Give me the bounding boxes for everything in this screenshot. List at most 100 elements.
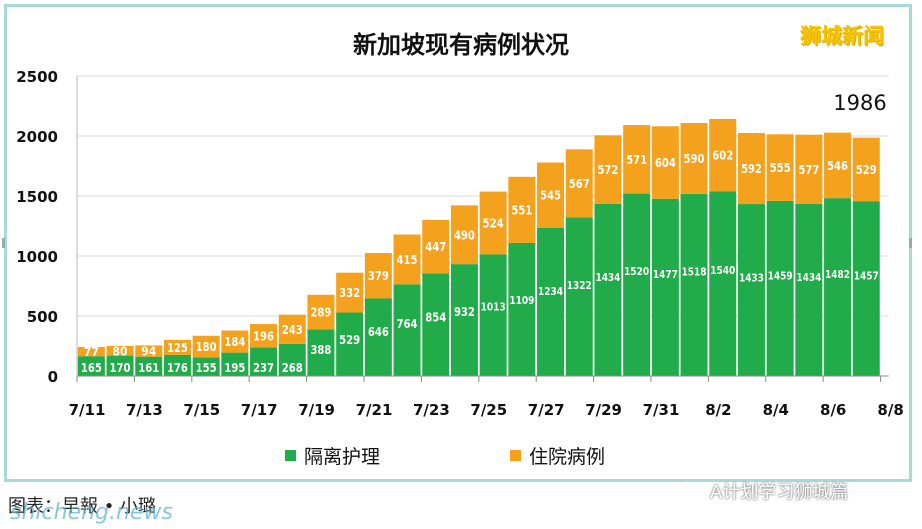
- bar-segment-isolation: [623, 193, 651, 376]
- bar-segment-hospitalised: [680, 123, 708, 194]
- y-tick-label: 1000: [16, 248, 58, 266]
- chart-title: 新加坡现有病例状况: [353, 31, 569, 59]
- bar-segment-hospitalised: [766, 134, 794, 201]
- bar-segment-hospitalised: [508, 176, 536, 243]
- x-tick-label: 7/21: [356, 401, 393, 419]
- data-label-isolation: 1433: [739, 271, 764, 284]
- bar-segment-isolation: [766, 200, 794, 376]
- data-label-hospitalised: 546: [827, 159, 848, 173]
- bar-segment-isolation: [737, 204, 765, 376]
- x-tick-label: 7/11: [69, 401, 106, 419]
- bar-segment-hospitalised: [450, 205, 478, 265]
- bar-segment-hospitalised: [278, 314, 306, 344]
- bar-segment-isolation: [565, 217, 593, 376]
- data-label-hospitalised: 555: [770, 161, 791, 175]
- data-label-hospitalised: 571: [626, 153, 647, 167]
- legend-label-hospitalised: 住院病例: [529, 446, 605, 468]
- x-tick-label: 7/19: [298, 401, 335, 419]
- bar-segment-isolation: [824, 198, 852, 376]
- bar-segment-hospitalised: [594, 135, 622, 204]
- y-tick-label: 2000: [16, 128, 58, 146]
- data-label-isolation: 1457: [854, 270, 879, 283]
- bar-segment-isolation: [537, 227, 565, 376]
- data-label-isolation: 1477: [653, 268, 678, 281]
- bar-segment-hospitalised: [106, 346, 134, 356]
- x-tick-label: 8/2: [705, 401, 731, 419]
- y-tick-label: 1500: [16, 188, 58, 206]
- data-label-hospitalised: 602: [712, 149, 733, 163]
- data-label-hospitalised: 524: [483, 217, 504, 231]
- bar-segment-hospitalised: [852, 137, 880, 202]
- data-label-isolation: 195: [224, 361, 245, 375]
- data-label-hospitalised: 289: [310, 306, 331, 320]
- x-tick-label: 7/31: [643, 401, 680, 419]
- data-label-hospitalised: 379: [368, 269, 389, 283]
- data-label-hospitalised: 567: [569, 177, 590, 191]
- data-label-isolation: 529: [339, 333, 360, 347]
- bar-segment-hospitalised: [221, 330, 249, 353]
- x-tick-label: 7/27: [528, 401, 565, 419]
- data-label-isolation: 170: [110, 361, 131, 375]
- resize-handle-left[interactable]: [2, 238, 5, 248]
- data-label-hospitalised: 604: [655, 156, 676, 170]
- data-label-hospitalised: 77: [84, 345, 99, 359]
- data-label-hospitalised: 545: [540, 189, 561, 203]
- bar-segment-isolation: [594, 203, 622, 376]
- data-label-isolation: 1434: [796, 271, 821, 284]
- bar-segment-isolation: [192, 357, 220, 376]
- legend-swatch-isolation: [285, 450, 296, 461]
- data-label-isolation: 1520: [624, 265, 649, 278]
- data-label-isolation: 1109: [509, 294, 534, 307]
- data-label-hospitalised: 196: [253, 329, 274, 343]
- bar-segment-isolation: [795, 203, 823, 376]
- x-tick-label: 7/23: [413, 401, 450, 419]
- bar-segment-hospitalised: [307, 294, 335, 330]
- x-tick-label: 7/13: [126, 401, 163, 419]
- data-label-isolation: 854: [425, 311, 446, 325]
- bar-segment-hospitalised: [651, 126, 679, 199]
- bar-segment-isolation: [77, 356, 105, 376]
- bar-segment-hospitalised: [479, 191, 507, 255]
- bar-segment-isolation: [336, 312, 364, 376]
- x-tick-label: 7/25: [470, 401, 507, 419]
- bar-segment-isolation: [163, 354, 191, 376]
- legend-label-isolation: 隔离护理: [304, 446, 380, 468]
- data-label-isolation: 764: [397, 317, 418, 331]
- bar-segment-isolation: [393, 284, 421, 376]
- bar-segment-hospitalised: [393, 234, 421, 285]
- data-label-hospitalised: 332: [339, 286, 360, 300]
- data-label-hospitalised: 80: [113, 344, 128, 358]
- data-label-hospitalised: 243: [282, 323, 303, 337]
- bar-segment-isolation: [651, 198, 679, 376]
- bar-segment-hospitalised: [623, 125, 651, 194]
- bar-segment-hospitalised: [163, 339, 191, 355]
- data-label-hospitalised: 447: [425, 240, 446, 254]
- data-label-isolation: 176: [167, 361, 188, 375]
- data-label-isolation: 1434: [595, 271, 620, 284]
- data-label-hospitalised: 125: [167, 341, 188, 355]
- data-label-isolation: 1540: [710, 264, 735, 277]
- bar-segment-isolation: [135, 356, 163, 376]
- bar-segment-hospitalised: [537, 162, 565, 228]
- x-tick-label: 7/17: [241, 401, 278, 419]
- bar-segment-hospitalised: [250, 324, 278, 348]
- x-tick-label: 8/8: [877, 401, 903, 419]
- data-label-isolation: 646: [368, 325, 389, 339]
- data-label-isolation: 155: [196, 361, 217, 375]
- data-label-isolation: 268: [282, 361, 303, 375]
- bar-segment-isolation: [364, 298, 392, 376]
- bar-segment-isolation: [479, 254, 507, 376]
- x-tick-label: 8/6: [820, 401, 846, 419]
- x-tick-label: 7/29: [585, 401, 622, 419]
- bar-segment-hospitalised: [565, 149, 593, 218]
- bar-segment-isolation: [422, 273, 450, 376]
- y-tick-label: 0: [48, 368, 58, 386]
- data-label-hospitalised: 551: [511, 203, 532, 217]
- data-label-isolation: 1482: [825, 268, 850, 281]
- data-label-isolation: 1518: [682, 265, 707, 278]
- data-label-hospitalised: 572: [597, 163, 618, 177]
- resize-handle-right[interactable]: [909, 238, 912, 248]
- wechat-icon: [676, 481, 704, 501]
- bar-segment-isolation: [680, 193, 708, 376]
